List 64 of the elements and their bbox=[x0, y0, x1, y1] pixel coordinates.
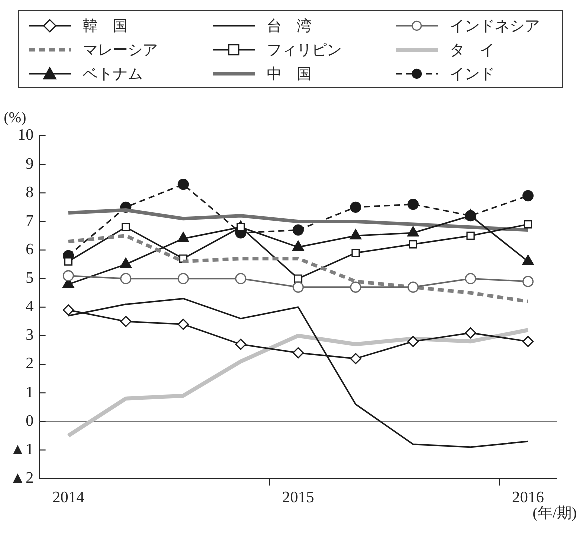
point bbox=[465, 273, 476, 284]
legend-label: フィリピン bbox=[267, 42, 342, 60]
x-tick-label: 2015 bbox=[282, 490, 314, 507]
point bbox=[522, 190, 534, 202]
point bbox=[408, 282, 419, 294]
legend-label: 中 国 bbox=[267, 66, 312, 84]
y-tick-label: 5 bbox=[26, 270, 34, 288]
y-tick-label: 10 bbox=[18, 127, 34, 144]
point bbox=[408, 198, 419, 210]
point bbox=[409, 240, 418, 249]
point bbox=[350, 282, 362, 294]
point bbox=[122, 223, 130, 232]
point bbox=[235, 338, 247, 350]
legend-label: ベトナム bbox=[83, 66, 143, 84]
point bbox=[294, 274, 303, 283]
point bbox=[178, 178, 190, 190]
point bbox=[524, 220, 532, 229]
point bbox=[350, 229, 362, 240]
y-axis-title: (%) bbox=[4, 110, 26, 126]
point bbox=[350, 353, 362, 364]
point bbox=[178, 232, 190, 242]
line-series bbox=[66, 234, 530, 304]
point bbox=[466, 232, 475, 240]
point bbox=[522, 276, 534, 288]
y-tick-label: 8 bbox=[26, 184, 34, 202]
legend-label: タ イ bbox=[450, 42, 495, 60]
y-tick-label: 2 bbox=[26, 356, 34, 373]
point bbox=[235, 273, 247, 284]
point bbox=[62, 270, 74, 282]
y-tick-label: 0 bbox=[26, 412, 34, 430]
legend-label: 台 湾 bbox=[267, 17, 312, 36]
point bbox=[522, 336, 534, 348]
point bbox=[292, 240, 304, 252]
y-tick-label: 7 bbox=[26, 212, 34, 230]
point bbox=[62, 304, 74, 316]
x-axis-title: (年/期) bbox=[532, 505, 577, 522]
y-tick-label: ▲1 bbox=[10, 441, 34, 458]
point bbox=[522, 255, 534, 266]
legend-label: マレーシア bbox=[83, 42, 158, 60]
point bbox=[178, 318, 190, 330]
point bbox=[292, 348, 304, 359]
y-tick-label: 3 bbox=[26, 327, 34, 344]
point bbox=[408, 336, 419, 348]
point bbox=[120, 316, 132, 328]
y-tick-label: 6 bbox=[26, 241, 34, 258]
x-tick-label: 2014 bbox=[52, 490, 85, 507]
point bbox=[465, 328, 476, 339]
point bbox=[350, 202, 362, 214]
y-tick-label: ▲2 bbox=[10, 470, 34, 488]
point bbox=[120, 273, 132, 284]
point bbox=[408, 226, 420, 237]
point bbox=[120, 258, 132, 268]
y-tick-label: 1 bbox=[26, 384, 34, 402]
legend-label: インドネシア bbox=[450, 18, 540, 36]
y-tick-label: 9 bbox=[26, 156, 34, 173]
point bbox=[292, 282, 304, 294]
legend-label: 韓 国 bbox=[83, 18, 128, 36]
legend-label: インド bbox=[450, 66, 495, 84]
x-tick-label: 2016 bbox=[512, 490, 544, 507]
point bbox=[352, 248, 360, 258]
point bbox=[64, 258, 73, 266]
point bbox=[178, 273, 190, 284]
point bbox=[292, 224, 304, 236]
y-tick-label: 4 bbox=[26, 298, 34, 316]
